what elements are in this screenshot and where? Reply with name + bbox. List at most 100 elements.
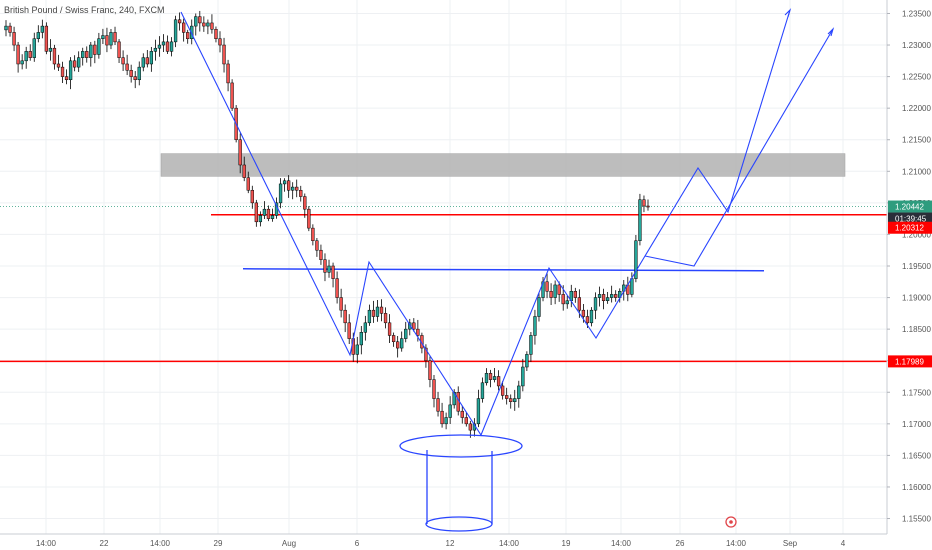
candle-body — [60, 66, 65, 77]
candle-body — [278, 183, 283, 204]
candle-body — [335, 278, 339, 298]
candle-body — [440, 410, 444, 425]
candle — [93, 40, 97, 64]
candle-body — [545, 281, 549, 292]
candle — [331, 262, 335, 288]
candle-body — [121, 57, 125, 65]
candle — [258, 211, 263, 227]
candle — [347, 314, 351, 345]
candle — [226, 59, 230, 92]
candle — [44, 22, 49, 55]
candle-body — [262, 208, 267, 216]
candle — [4, 20, 8, 37]
candle-body — [646, 205, 650, 208]
resistance-zone-box[interactable] — [160, 153, 846, 177]
candle-body — [634, 240, 638, 279]
candle-body — [8, 25, 12, 33]
horizontal-levels[interactable] — [0, 206, 887, 363]
resistance-zone[interactable] — [160, 153, 846, 177]
time-tick-label: 26 — [676, 539, 685, 548]
candle — [549, 283, 553, 306]
time-tick-label: Aug — [282, 539, 296, 548]
candle — [64, 69, 69, 85]
candle-body — [359, 332, 363, 346]
candle — [428, 356, 432, 388]
candle — [295, 179, 299, 198]
neckline[interactable] — [242, 268, 765, 272]
candle — [194, 13, 198, 36]
bottom-ellipse[interactable] — [399, 434, 523, 458]
candle — [218, 31, 222, 53]
candle-body — [282, 180, 287, 185]
candle — [262, 201, 267, 219]
candle — [371, 300, 376, 323]
candle — [597, 286, 602, 307]
candle-body — [238, 139, 242, 166]
candle-body — [190, 25, 194, 39]
countdown-tag: 01:39:45 — [895, 215, 927, 224]
candle — [169, 37, 174, 57]
projection-path-b[interactable] — [644, 28, 834, 267]
time-tick-label: 6 — [355, 539, 360, 548]
drawings[interactable] — [180, 8, 835, 532]
time-tick-label: 19 — [562, 539, 571, 548]
arrow-head-b[interactable] — [827, 27, 835, 37]
candle-body — [153, 47, 158, 52]
candle-body — [412, 322, 416, 330]
candle — [121, 50, 125, 71]
candle-body — [391, 335, 396, 343]
candle-body — [291, 186, 295, 191]
candle — [36, 25, 40, 43]
candle — [60, 61, 65, 83]
price-tick-label: 1.19500 — [902, 262, 931, 271]
candle-body — [610, 294, 614, 298]
arrow-head-a[interactable] — [784, 8, 792, 18]
candle-body — [577, 297, 582, 311]
candle — [246, 171, 250, 194]
candle — [573, 287, 577, 303]
time-tick-label: Sep — [783, 539, 798, 548]
candle — [109, 28, 113, 50]
candle-body — [480, 382, 485, 399]
candle — [638, 193, 642, 246]
candle — [642, 195, 646, 213]
candle — [521, 358, 525, 392]
candle-body — [573, 291, 577, 298]
price-tick-label: 1.16000 — [902, 483, 931, 492]
candle-body — [589, 309, 594, 324]
candle — [72, 55, 77, 72]
candle — [198, 10, 202, 32]
time-tick-label: 14:00 — [36, 539, 57, 548]
candle — [444, 412, 448, 430]
candle — [412, 318, 416, 332]
candle — [270, 208, 275, 222]
candle-body — [64, 76, 69, 81]
candle — [286, 175, 291, 198]
price-tick-label: 1.22500 — [902, 73, 931, 82]
candle-body — [533, 316, 537, 336]
candle-body — [383, 313, 388, 324]
projection-path-a[interactable] — [180, 9, 791, 437]
candle-body — [89, 44, 93, 58]
candle — [315, 238, 319, 257]
candle-body — [549, 291, 553, 298]
cylinder-base-ellipse[interactable] — [425, 516, 493, 532]
candle-body — [24, 51, 28, 62]
candle — [488, 369, 493, 388]
candle-body — [141, 57, 145, 68]
candle-body — [375, 306, 380, 317]
candle-body — [250, 189, 254, 204]
candle — [242, 156, 246, 182]
candle-body — [266, 208, 271, 219]
candle — [182, 18, 186, 42]
candle-body — [468, 423, 472, 431]
candle — [230, 79, 234, 111]
time-tick-label: 12 — [446, 539, 455, 548]
candle-body — [48, 47, 53, 52]
candle — [464, 412, 468, 427]
candle-body — [198, 16, 202, 24]
candle — [20, 54, 24, 70]
candle — [436, 391, 440, 417]
